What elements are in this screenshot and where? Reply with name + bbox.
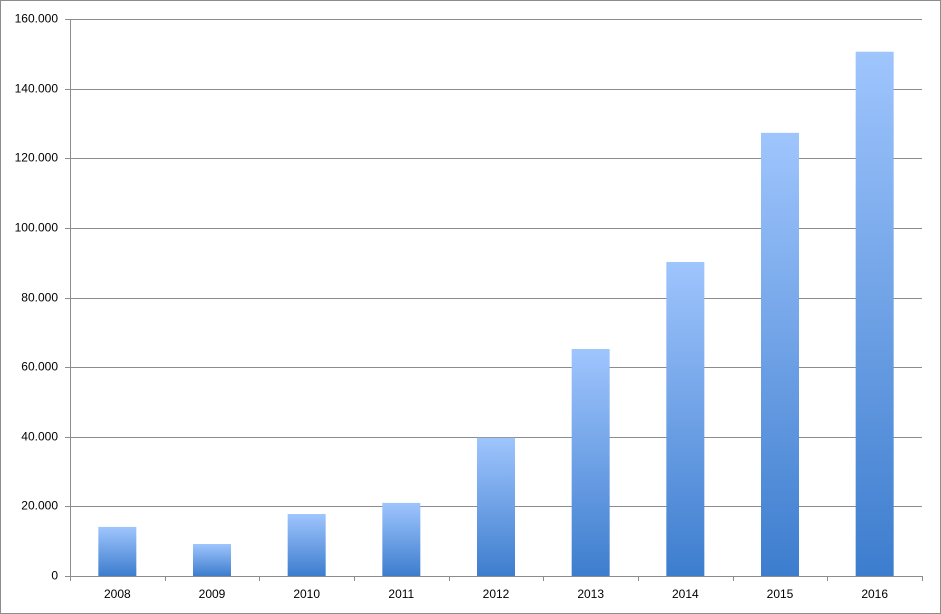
x-tick-label: 2011	[388, 587, 414, 601]
y-tick-label: 80.000	[21, 291, 58, 305]
x-tick-label: 2012	[483, 587, 510, 601]
y-tick-label: 100.000	[15, 221, 59, 235]
x-tick-label: 2013	[577, 587, 604, 601]
y-tick-label: 60.000	[21, 360, 58, 374]
y-tick-label: 160.000	[15, 12, 59, 26]
y-tick-label: 20.000	[21, 499, 58, 513]
x-tick-label: 2010	[293, 587, 320, 601]
bar	[193, 543, 231, 576]
y-tick-label: 0	[51, 569, 58, 583]
bar	[287, 514, 326, 576]
x-tick-label: 2016	[861, 587, 888, 601]
x-tick-label: 2014	[672, 587, 699, 601]
y-tick-label: 140.000	[15, 82, 59, 96]
x-tick-label: 2009	[199, 587, 226, 601]
bar	[477, 437, 515, 576]
bar	[855, 51, 894, 576]
y-tick-label: 40.000	[21, 430, 58, 444]
bar	[571, 349, 610, 576]
x-tick-label: 2008	[104, 587, 131, 601]
bar	[666, 261, 705, 576]
bar	[761, 132, 799, 577]
x-tick-label: 2015	[767, 587, 794, 601]
bar	[382, 502, 421, 576]
y-tick-label: 120.000	[15, 151, 59, 165]
bar	[98, 526, 137, 576]
